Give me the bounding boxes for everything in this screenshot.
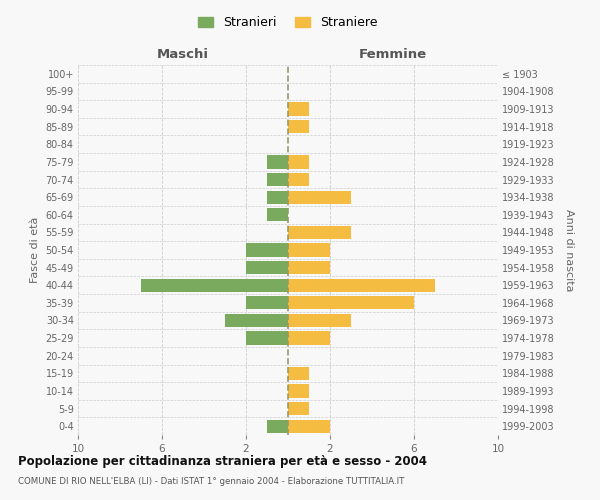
Text: Maschi: Maschi	[157, 48, 209, 62]
Bar	[288, 244, 330, 256]
Y-axis label: Fasce di età: Fasce di età	[30, 217, 40, 283]
Bar	[288, 402, 309, 415]
Bar	[225, 314, 288, 327]
Bar	[246, 244, 288, 256]
Bar	[288, 296, 414, 310]
Bar	[288, 261, 330, 274]
Legend: Stranieri, Straniere: Stranieri, Straniere	[193, 11, 383, 34]
Bar	[288, 366, 309, 380]
Bar	[288, 384, 309, 398]
Bar	[267, 156, 288, 168]
Bar	[288, 314, 351, 327]
Bar	[267, 420, 288, 433]
Bar	[288, 102, 309, 116]
Y-axis label: Anni di nascita: Anni di nascita	[565, 209, 574, 291]
Bar	[267, 173, 288, 186]
Text: Popolazione per cittadinanza straniera per età e sesso - 2004: Popolazione per cittadinanza straniera p…	[18, 455, 427, 468]
Text: COMUNE DI RIO NELL'ELBA (LI) - Dati ISTAT 1° gennaio 2004 - Elaborazione TUTTITA: COMUNE DI RIO NELL'ELBA (LI) - Dati ISTA…	[18, 478, 404, 486]
Bar	[246, 332, 288, 344]
Bar	[246, 261, 288, 274]
Bar	[288, 173, 309, 186]
Bar	[288, 420, 330, 433]
Bar	[288, 278, 435, 292]
Bar	[288, 190, 351, 204]
Bar	[288, 120, 309, 134]
Bar	[246, 296, 288, 310]
Bar	[267, 190, 288, 204]
Bar	[267, 208, 288, 222]
Text: Femmine: Femmine	[359, 48, 427, 62]
Bar	[288, 156, 309, 168]
Bar	[288, 332, 330, 344]
Bar	[141, 278, 288, 292]
Bar	[288, 226, 351, 239]
